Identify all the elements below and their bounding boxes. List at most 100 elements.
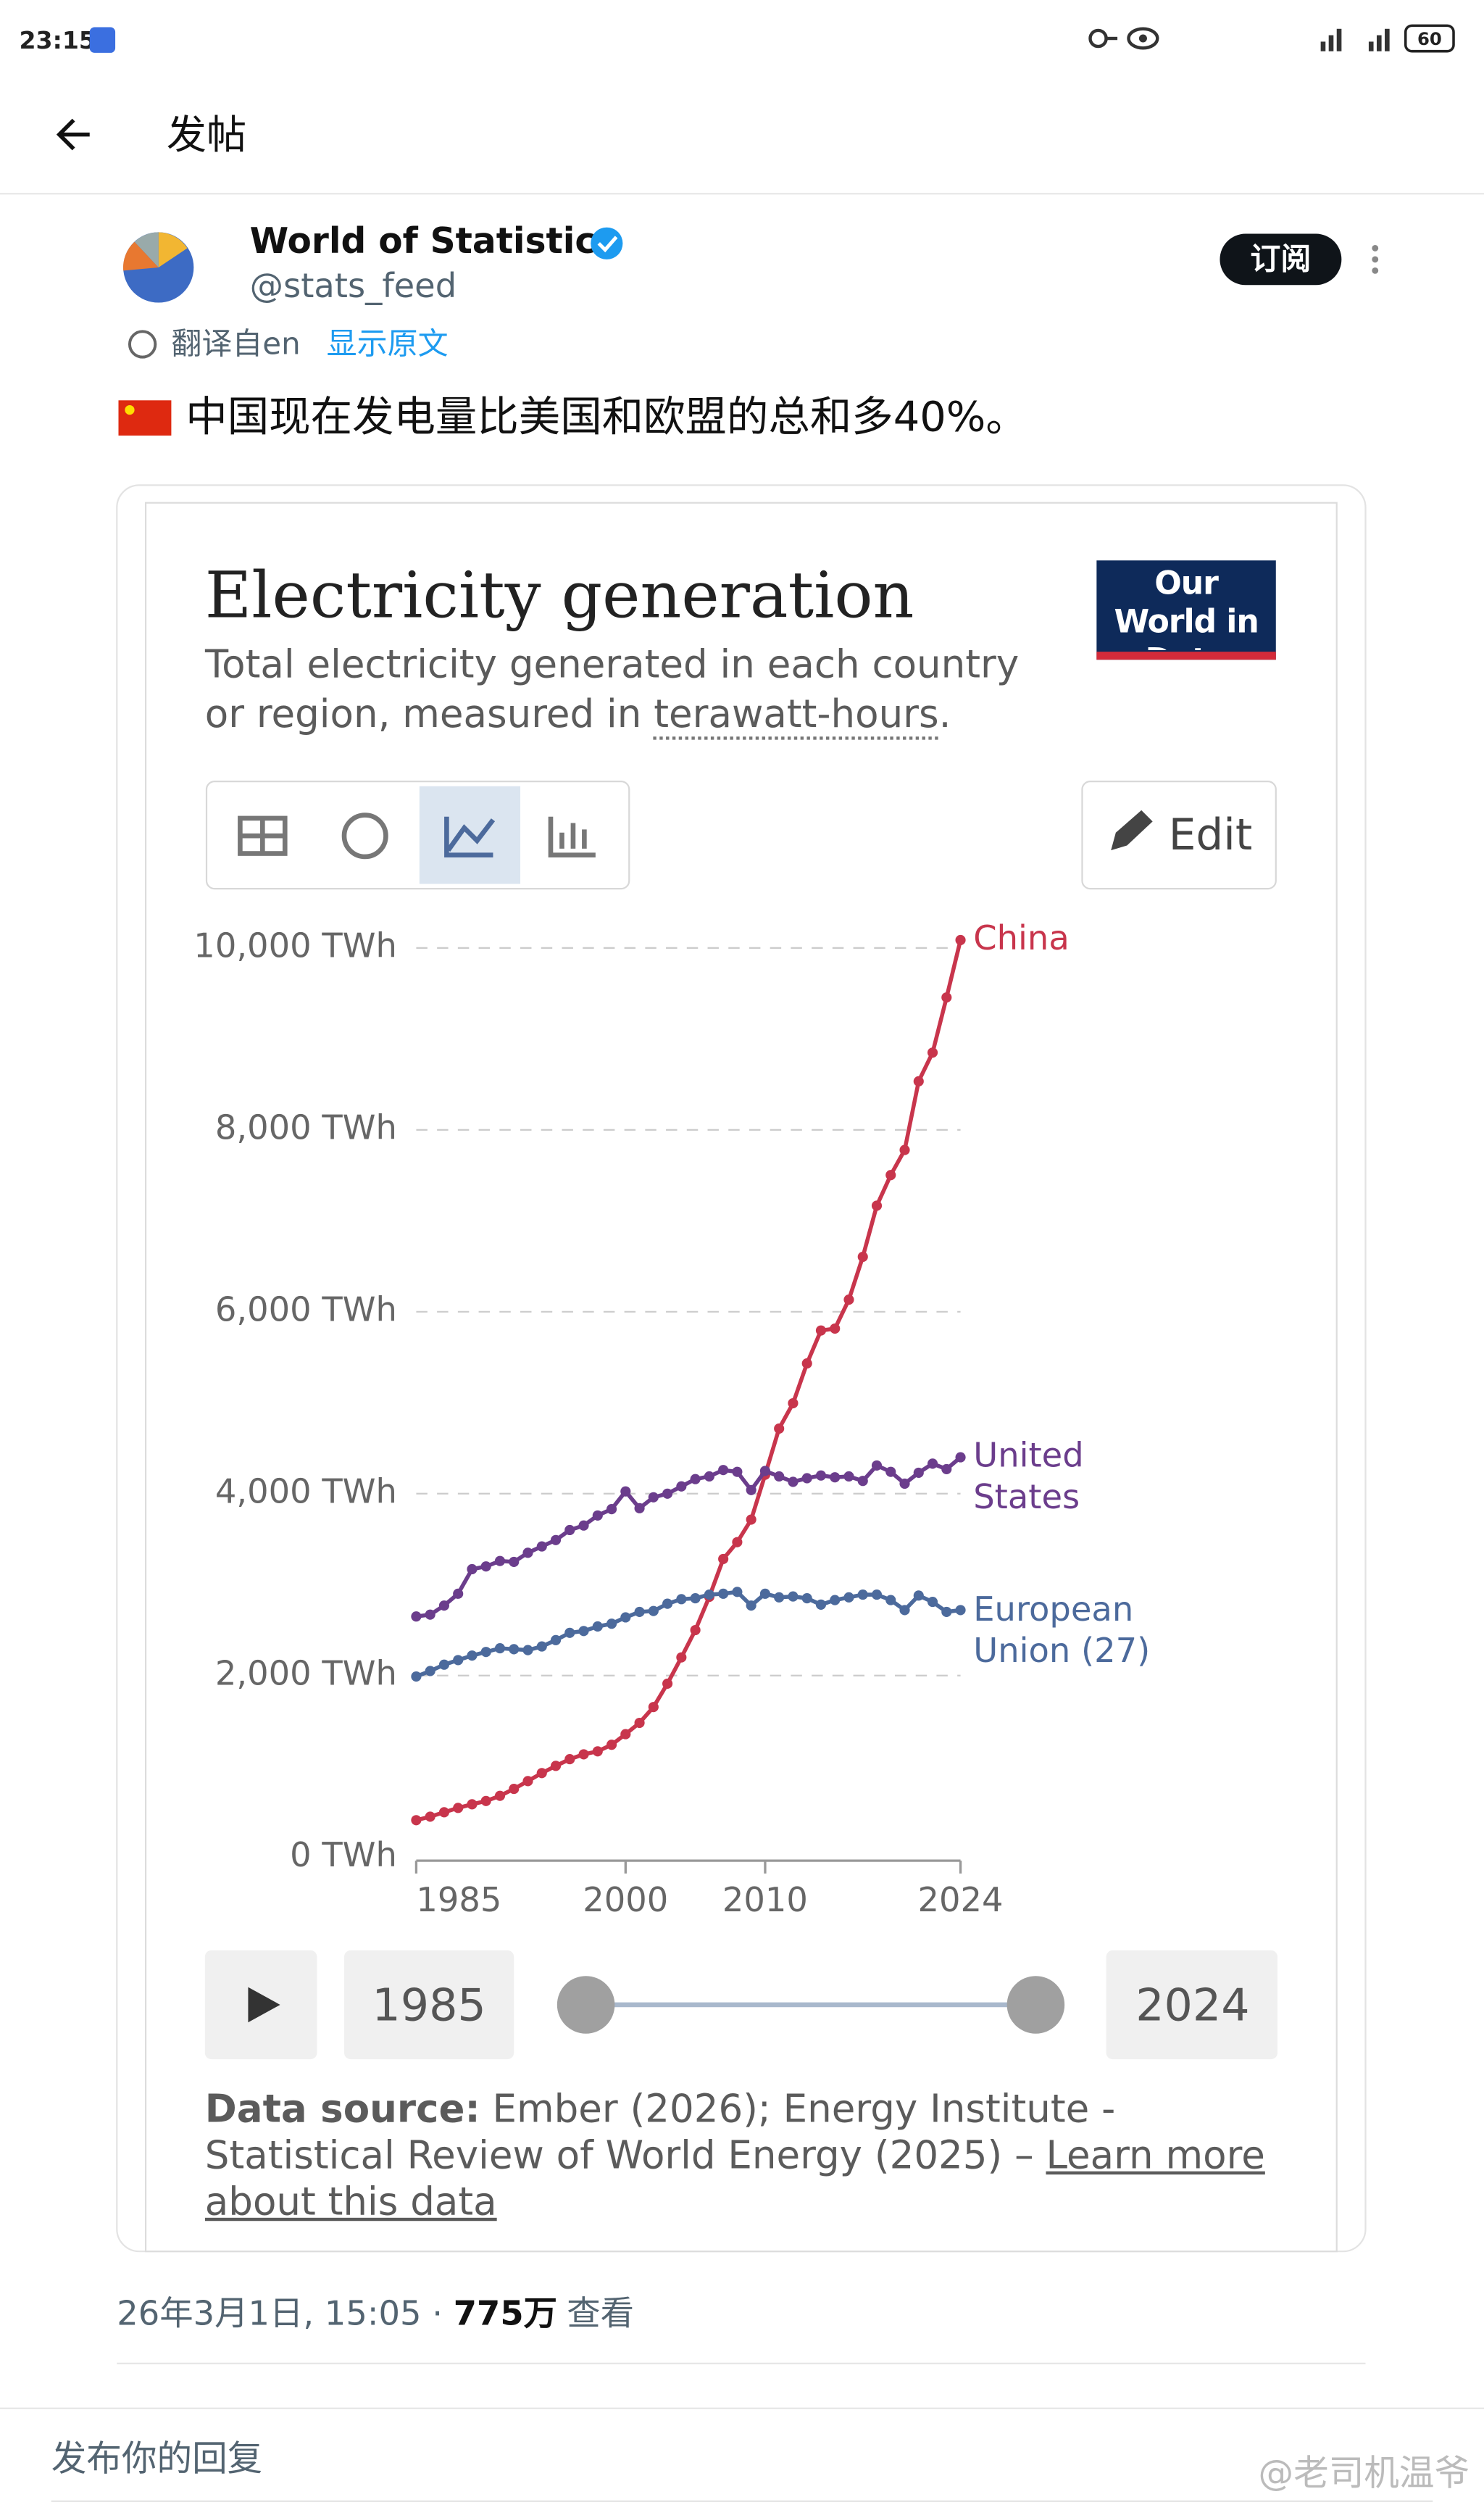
data-point: [676, 1481, 687, 1492]
series-line: [415, 1589, 961, 1679]
data-point: [550, 1761, 562, 1771]
flag: [118, 400, 172, 436]
status-time: 23:15: [20, 26, 96, 54]
slider-handle[interactable]: [556, 1976, 615, 2034]
data-point: [550, 1634, 562, 1645]
series-label-box: United States: [973, 1437, 1083, 1516]
data-point: [522, 1645, 533, 1655]
y-tick-label: 10,000 TWh: [193, 926, 397, 965]
subscribe-button[interactable]: [1220, 233, 1342, 286]
data-point: [411, 1815, 422, 1826]
data-point: [453, 1803, 464, 1813]
data-point: [788, 1476, 799, 1487]
data-point: [564, 1524, 575, 1536]
data-point: [746, 1600, 756, 1611]
data-point: [592, 1621, 603, 1632]
y-tick-label: 2,000 TWh: [215, 1653, 397, 1692]
data-point: [634, 1606, 645, 1617]
edit-button[interactable]: [1081, 781, 1277, 890]
data-point: [662, 1488, 673, 1499]
reply-input[interactable]: 发布你的回复: [51, 2439, 263, 2480]
data-point: [578, 1626, 589, 1637]
start-year-box[interactable]: [344, 1950, 514, 2060]
data-point: [606, 1740, 617, 1750]
data-point: [732, 1466, 743, 1477]
more-button[interactable]: [1372, 245, 1379, 274]
logo-bar: [1096, 652, 1276, 660]
data-point: [425, 1666, 435, 1676]
data-point: [704, 1589, 714, 1600]
series-label-box: China: [973, 919, 1070, 958]
status-icon: [89, 27, 116, 53]
data-point: [801, 1473, 812, 1484]
data-point: [648, 1702, 659, 1713]
logo-box: Our World in Data: [1114, 563, 1259, 650]
data-point: [662, 1678, 673, 1689]
data-point: [411, 1671, 422, 1682]
data-point: [913, 1467, 924, 1478]
series-label: China: [973, 919, 1070, 958]
y-tick-label: 8,000 TWh: [215, 1108, 397, 1147]
data-point: [718, 1588, 729, 1599]
data-point: [480, 1561, 491, 1572]
data-point: [620, 1729, 631, 1740]
data-point: [885, 1466, 896, 1477]
source-label: Data source:: [204, 2086, 480, 2132]
data-point: [815, 1470, 827, 1481]
tab-icons[interactable]: [238, 813, 596, 860]
show-original[interactable]: 显示原文: [327, 326, 449, 362]
data-point: [536, 1641, 547, 1652]
slider-handle[interactable]: [1006, 1976, 1065, 2034]
end-year-box[interactable]: [1106, 1950, 1277, 2060]
subtitle-link[interactable]: terawatt-hours: [654, 691, 939, 740]
verified-badge: [591, 227, 623, 259]
data-point: [788, 1591, 799, 1602]
tab-bar: [205, 781, 630, 890]
data-point: [467, 1563, 478, 1575]
logo-text: Our World in Data: [1114, 563, 1259, 650]
translated-note: 翻译自en: [171, 326, 300, 362]
subtitle-box: Total electricity generated in each coun…: [205, 642, 1019, 740]
data-point: [843, 1471, 854, 1482]
logo[interactable]: [1096, 560, 1276, 660]
data-point: [592, 1510, 603, 1521]
series-label-box: European Union (27): [973, 1589, 1150, 1669]
data-point: [453, 1588, 464, 1599]
data-point: [788, 1397, 799, 1409]
source-link[interactable]: Learn more about this data: [204, 2132, 1265, 2224]
avatar[interactable]: [122, 232, 194, 303]
post-time: 26年3月1日, 15:05 ·: [117, 2293, 454, 2332]
source-text: Ember (2026); Energy Institute - Statist…: [204, 2086, 1116, 2178]
timestamp: 26年3月1日, 15:05 · 775万 查看: [117, 2293, 634, 2332]
data-point: [718, 1553, 729, 1564]
data-point: [453, 1655, 464, 1666]
data-point: [955, 934, 966, 946]
x-tick-label: 2024: [918, 1880, 1004, 1919]
data-point: [480, 1647, 491, 1658]
data-point: [634, 1717, 645, 1729]
series-line: [415, 939, 963, 1822]
plot: 0 TWh 2,000 TWh 4,000 TWh 6,000 TWh 8,000 TW…: [193, 919, 1150, 1919]
edit-icon: [1111, 810, 1153, 851]
data-point: [927, 1597, 938, 1608]
status-icons: [1088, 27, 1390, 51]
battery: [1404, 24, 1455, 53]
data-point: [438, 1659, 450, 1670]
data-point: [732, 1537, 743, 1547]
data-point: [774, 1471, 785, 1482]
author-name[interactable]: World of Statistics: [250, 221, 617, 262]
data-point: [536, 1768, 547, 1779]
back-button[interactable]: [56, 118, 90, 151]
end-year: 2024: [1135, 1979, 1249, 2031]
data-point: [690, 1593, 701, 1604]
data-point: [620, 1612, 631, 1623]
x-tick-label: 2000: [583, 1880, 668, 1919]
data-point: [815, 1325, 827, 1336]
data-point: [843, 1295, 854, 1305]
data-point: [467, 1799, 478, 1810]
play-icon: [248, 1987, 280, 2023]
data-point: [494, 1555, 506, 1566]
data-point: [509, 1784, 520, 1795]
